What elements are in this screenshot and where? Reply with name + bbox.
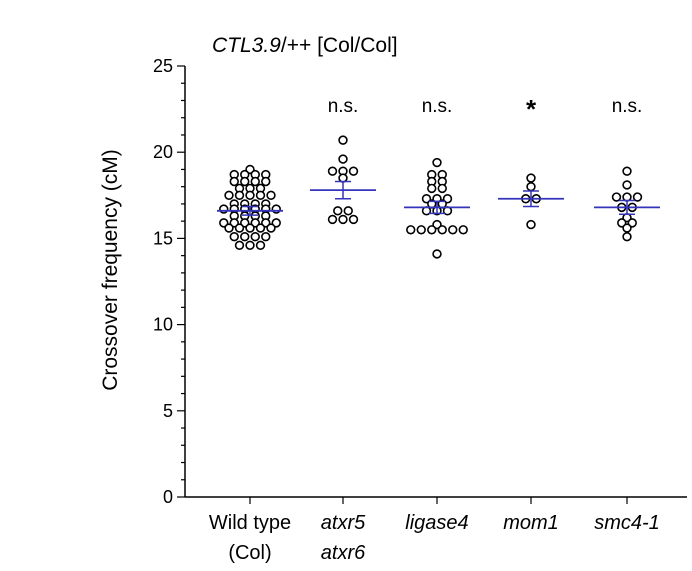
data-point (327, 214, 338, 225)
data-point (622, 166, 632, 176)
data-point (448, 225, 458, 235)
significance-label: * (526, 94, 537, 124)
data-marks: n.s. n.s. * n.s. (217, 94, 660, 259)
data-point (437, 225, 447, 235)
data-point (224, 223, 234, 233)
data-point (234, 240, 245, 250)
data-point (327, 166, 338, 176)
data-point (338, 154, 348, 164)
x-tick-label-line2: atxr6 (321, 542, 366, 564)
axes: 0 5 10 15 20 25 Wild type (Col) atxr5 atxr6 ligase… (153, 56, 687, 564)
data-point (343, 206, 353, 216)
y-tick-label: 25 (153, 56, 173, 76)
data-point (526, 219, 536, 230)
data-point (333, 206, 343, 216)
data-point (250, 231, 260, 242)
data-point (348, 214, 359, 225)
chart-title: CTL3.9/++ [Col/Col] (212, 34, 398, 57)
data-point (437, 183, 447, 194)
data-point (526, 173, 536, 183)
data-point (622, 180, 632, 190)
significance-label: n.s. (422, 96, 453, 117)
data-point (632, 192, 643, 202)
x-tick-label: mom1 (503, 512, 559, 534)
data-point (427, 225, 437, 235)
data-point (234, 190, 245, 201)
data-point (219, 204, 229, 214)
data-point (622, 223, 632, 233)
data-point (240, 176, 250, 187)
data-point (250, 176, 260, 187)
significance-label: n.s. (612, 96, 643, 117)
data-point (240, 231, 250, 242)
y-tick-label: 0 (163, 487, 173, 507)
data-point (338, 135, 348, 145)
data-point (348, 166, 359, 176)
y-tick-label: 10 (153, 315, 173, 335)
x-tick-label: ligase4 (405, 512, 468, 534)
data-point (338, 214, 348, 225)
data-point (611, 192, 622, 202)
data-point (458, 225, 468, 235)
data-point (427, 183, 437, 194)
data-point (255, 190, 266, 201)
significance-label: n.s. (328, 96, 359, 117)
data-point (526, 181, 536, 192)
data-point (266, 223, 276, 233)
y-axis-label: Crossover frequency (cM) (99, 149, 122, 391)
data-point (245, 190, 255, 201)
data-point (406, 225, 416, 235)
data-point (266, 190, 276, 201)
data-point (245, 240, 255, 250)
x-tick-label: Wild type (209, 512, 291, 534)
y-tick-label: 20 (153, 142, 173, 162)
data-point (229, 176, 239, 187)
data-point (245, 223, 255, 233)
y-tick-label: 15 (153, 228, 173, 248)
data-point (229, 231, 239, 242)
data-point (622, 231, 632, 242)
data-point (255, 223, 266, 233)
y-tick-label: 5 (163, 401, 173, 421)
data-point (261, 176, 271, 187)
data-point (261, 231, 271, 242)
data-point (271, 204, 281, 214)
data-point (432, 157, 442, 168)
data-point (416, 225, 426, 235)
data-point (255, 240, 266, 250)
data-point (432, 249, 442, 259)
chart-title-italic: CTL3.9 (212, 34, 281, 57)
data-point (224, 190, 234, 201)
data-point (234, 223, 245, 233)
x-tick-label-line2: (Col) (228, 542, 271, 564)
x-tick-label: smc4-1 (594, 512, 660, 534)
x-tick-label: atxr5 (321, 512, 366, 534)
chart-title-rest: /++ [Col/Col] (281, 34, 398, 57)
